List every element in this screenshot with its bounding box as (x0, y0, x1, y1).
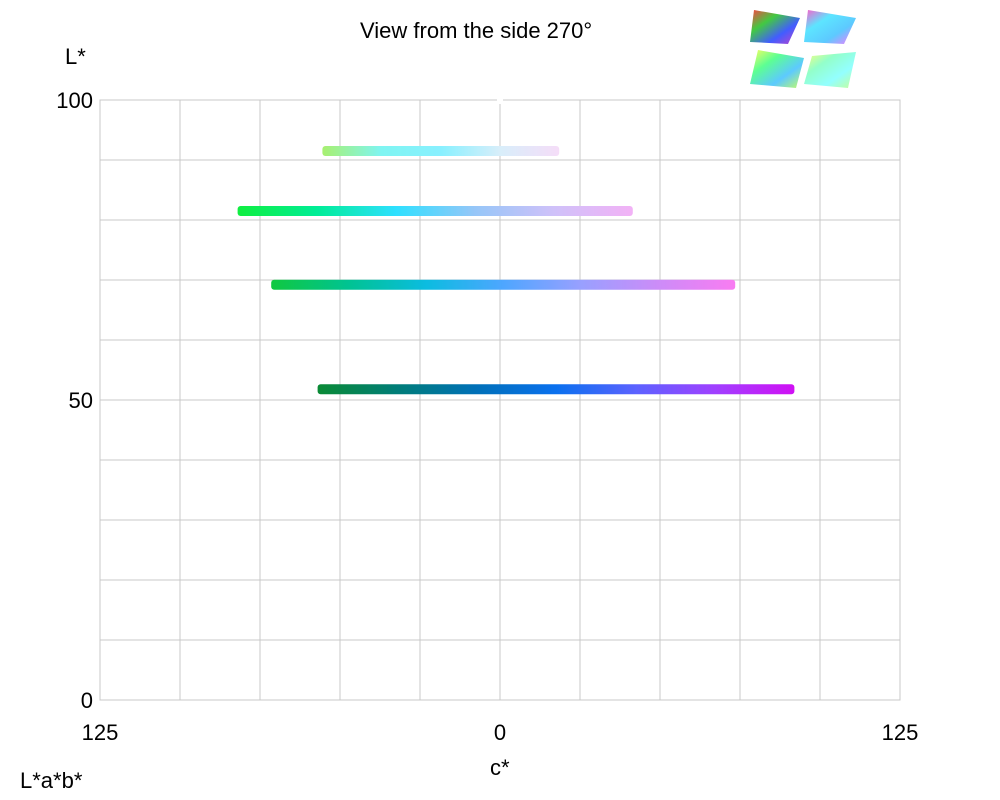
x-axis-label: c* (490, 755, 510, 780)
plot-border (99, 99, 901, 701)
series-band-1 (322, 146, 560, 156)
x-tick-label: 125 (82, 720, 119, 745)
x-tick-label: 125 (882, 720, 919, 745)
series-band-3 (271, 279, 736, 290)
top-center-marker (497, 99, 503, 104)
series-band-4 (317, 384, 795, 395)
y-tick-label: 50 (69, 388, 93, 413)
data-series (237, 146, 795, 395)
thumb-bottom-right (804, 52, 856, 88)
y-tick-label: 0 (81, 688, 93, 713)
view-thumbnails (750, 10, 856, 88)
thumb-bottom-left (750, 50, 804, 88)
grid (100, 100, 900, 700)
x-tick-label: 0 (494, 720, 506, 745)
thumb-top-left (750, 10, 800, 44)
y-axis-label: L* (65, 44, 86, 69)
tick-labels: 125 0 125 0 50 100 (56, 88, 918, 745)
y-tick-label: 100 (56, 88, 93, 113)
thumb-top-right (804, 10, 856, 44)
series-band-2 (237, 206, 633, 216)
chart-title: View from the side 270° (360, 18, 593, 43)
color-space-label: L*a*b* (20, 768, 83, 793)
